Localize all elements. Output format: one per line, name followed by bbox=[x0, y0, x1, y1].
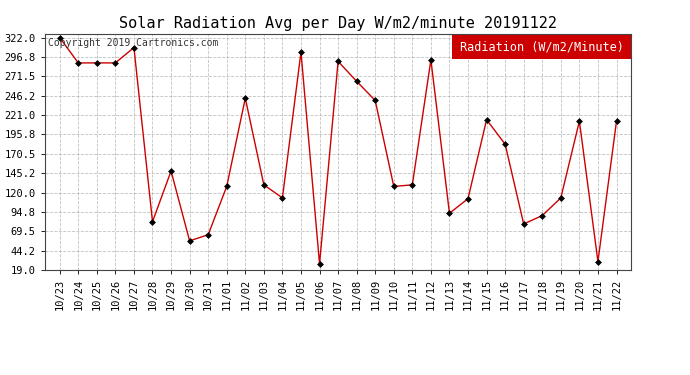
Text: Copyright 2019 Cartronics.com: Copyright 2019 Cartronics.com bbox=[48, 39, 218, 48]
Title: Solar Radiation Avg per Day W/m2/minute 20191122: Solar Radiation Avg per Day W/m2/minute … bbox=[119, 16, 557, 31]
